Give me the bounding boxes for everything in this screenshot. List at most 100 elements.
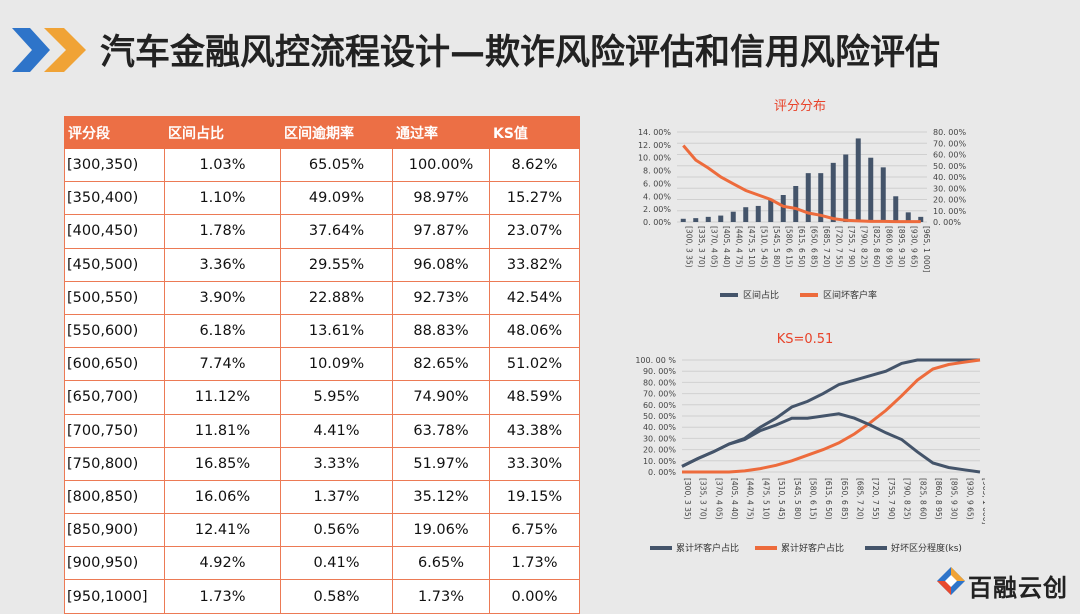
y-tick-label: 0. 00%: [643, 218, 671, 227]
bar: [743, 207, 749, 222]
x-tick-label: [440, 4 75): [746, 478, 755, 520]
table-cell: 12.41%: [164, 513, 281, 548]
table-cell: 49.09%: [280, 181, 393, 216]
table-cell: 1.37%: [280, 479, 393, 515]
table-cell: [900,950): [64, 546, 165, 581]
x-tick-label: [860, 8 95): [934, 478, 943, 520]
y-tick-label: 12. 00%: [638, 141, 671, 150]
table-cell: 6.65%: [392, 546, 490, 581]
y-tick-label: 14. 00%: [638, 128, 671, 137]
x-tick-label: [790, 8 25): [859, 226, 868, 268]
y-tick-label: 70. 00%: [643, 390, 676, 399]
bar: [905, 212, 911, 222]
y2-tick-label: 60. 00%: [933, 151, 966, 160]
table-cell: [500,550): [64, 280, 165, 315]
table-header-cell: 评分段: [64, 116, 165, 149]
x-tick-label: [825, 8 60): [872, 226, 881, 268]
table-cell: 48.06%: [489, 313, 580, 349]
x-tick-label: [475, 5 10): [761, 478, 770, 520]
y2-tick-label: 20. 00%: [933, 196, 966, 205]
table-cell: 51.97%: [392, 446, 490, 481]
bar: [730, 211, 736, 222]
x-tick-label: [930, 9 65): [965, 478, 974, 520]
legend-label: 累计好客户占比: [781, 542, 844, 554]
table-cell: 82.65%: [392, 347, 490, 382]
y2-tick-label: 30. 00%: [933, 184, 966, 193]
table-cell: [850,900): [64, 513, 165, 548]
page-title: 汽车金融风控流程设计—欺诈风险评估和信用风险评估: [100, 33, 941, 73]
table-cell: 0.56%: [280, 513, 393, 548]
x-tick-label: [580, 6 15): [784, 226, 793, 268]
legend-swatch: [755, 546, 777, 550]
y-tick-label: 100. 00 %: [635, 356, 676, 365]
x-tick-label: [370, 4 05): [714, 478, 723, 520]
table-row: [300,350) 1.03% 65.05% 100.00% 8.62%: [64, 147, 580, 183]
x-tick-label: [335, 3 70): [697, 226, 706, 268]
table-cell: 6.18%: [164, 313, 281, 349]
y-tick-label: 8. 00%: [643, 167, 671, 176]
legend-label: 区间占比: [743, 289, 779, 301]
bar: [793, 186, 799, 222]
table-row: [850,900) 12.41% 0.56% 19.06% 6.75%: [64, 513, 580, 548]
table-cell: 33.30%: [489, 446, 580, 481]
series-line: [682, 144, 921, 224]
table-cell: 4.92%: [164, 546, 281, 581]
table-cell: 74.90%: [392, 380, 490, 415]
y2-tick-label: 80. 00%: [933, 128, 966, 137]
bar: [818, 173, 824, 222]
table-row: [600,650) 7.74% 10.09% 82.65% 51.02%: [64, 347, 580, 382]
table-row: [450,500) 3.36% 29.55% 96.08% 33.82%: [64, 247, 580, 282]
x-tick-label: [440, 4 75): [734, 226, 743, 268]
x-tick-label: [685, 7 20): [856, 478, 865, 520]
x-tick-label: [790, 8 25): [903, 478, 912, 520]
bar: [843, 154, 849, 222]
bar: [893, 196, 899, 222]
table-cell: 3.36%: [164, 247, 281, 282]
table-cell: [600,650): [64, 347, 165, 382]
table-cell: 16.85%: [164, 446, 281, 481]
table-cell: [800,850): [64, 479, 165, 515]
table-cell: 48.59%: [489, 380, 580, 415]
table-cell: [550,600): [64, 313, 165, 349]
table-cell: 22.88%: [280, 280, 393, 315]
y-tick-label: 2. 00%: [643, 205, 671, 214]
table-cell: 4.41%: [280, 413, 393, 448]
y2-tick-label: 70. 00%: [933, 139, 966, 148]
legend-swatch: [800, 293, 818, 297]
bar: [755, 205, 761, 222]
y-tick-label: 30. 00%: [643, 434, 676, 443]
table-cell: 33.82%: [489, 247, 580, 282]
table-cell: [950,1000]: [64, 579, 165, 614]
table-header-cell: 区间占比: [164, 116, 281, 149]
x-tick-label: [300, 3 35): [684, 226, 693, 268]
x-tick-label: [860, 8 95): [884, 226, 893, 268]
x-tick-label: [930, 9 65): [909, 226, 918, 268]
table-cell: 3.33%: [280, 446, 393, 481]
x-tick-label: [650, 6 85): [809, 226, 818, 268]
x-tick-label: [895, 9 30): [897, 226, 906, 268]
x-tick-label: [965, 1 000]: [981, 478, 985, 524]
x-tick-label: [720, 7 55): [871, 478, 880, 520]
series-line: [681, 358, 980, 468]
bar: [918, 216, 924, 222]
x-tick-label: [685, 7 20): [822, 226, 831, 268]
table-cell: 29.55%: [280, 247, 393, 282]
x-tick-label: [720, 7 55): [834, 226, 843, 268]
ks-chart: KS=0.51 100. 00 % 90. 00% 80. 00% 70. 00% 60.…: [635, 332, 985, 554]
table-cell: 0.41%: [280, 546, 393, 581]
table-row: [800,850) 16.06% 1.37% 35.12% 19.15%: [64, 479, 580, 515]
y-tick-label: 20. 00%: [643, 446, 676, 455]
table-header-cell: 通过率: [392, 116, 490, 149]
brand-logo-text: 百融云创: [968, 574, 1068, 602]
x-tick-label: [300, 3 35): [683, 478, 692, 520]
table-cell: 35.12%: [392, 479, 490, 515]
x-tick-label: [755, 7 90): [847, 226, 856, 268]
legend-swatch: [650, 546, 672, 550]
table-row: [700,750) 11.81% 4.41% 63.78% 43.38%: [64, 413, 580, 448]
legend-label: 区间坏客户率: [823, 289, 877, 301]
table-header-cell: KS值: [489, 116, 580, 149]
table-cell: [750,800): [64, 446, 165, 481]
table-row: [500,550) 3.90% 22.88% 92.73% 42.54%: [64, 280, 580, 315]
table-cell: [700,750): [64, 413, 165, 448]
bar: [718, 215, 724, 222]
